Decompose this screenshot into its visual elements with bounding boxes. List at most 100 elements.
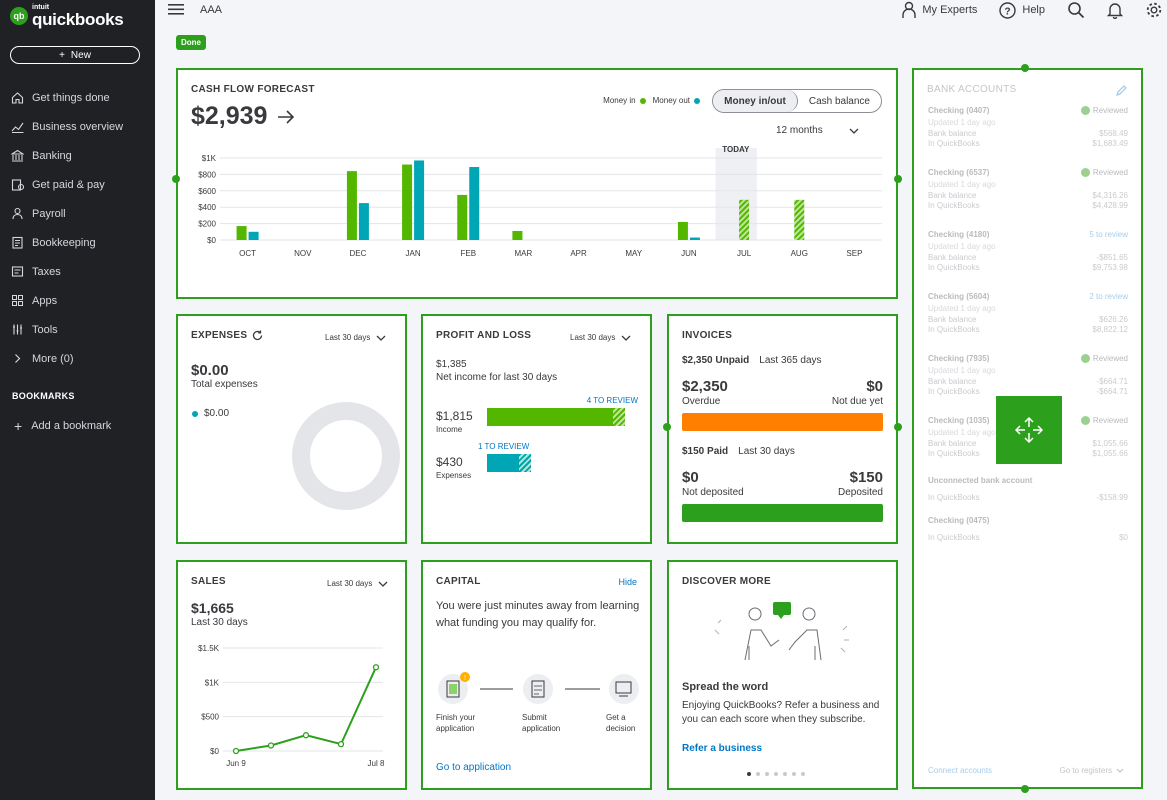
- bank-account-row[interactable]: Checking (0407) Reviewed Updated 1 day ago…: [928, 106, 1128, 148]
- account-status[interactable]: Reviewed: [1080, 168, 1128, 177]
- search-icon[interactable]: [1067, 1, 1085, 19]
- x-tick-label: MAR: [515, 249, 533, 258]
- sales-point[interactable]: [337, 740, 345, 748]
- sidebar-item-get-things-done[interactable]: Get things done: [0, 83, 155, 112]
- move-drag-handle[interactable]: [996, 396, 1062, 464]
- account-status[interactable]: Reviewed: [1080, 354, 1128, 363]
- hamburger-menu-icon[interactable]: [168, 2, 184, 16]
- account-status[interactable]: Reviewed: [1080, 416, 1128, 425]
- carousel-dot[interactable]: [756, 772, 760, 776]
- sales-point[interactable]: [232, 747, 240, 755]
- sales-period-dropdown[interactable]: Last 30 days: [327, 579, 388, 588]
- settings-gear-icon[interactable]: [1145, 1, 1163, 19]
- sidebar-item-label: Business overview: [32, 120, 124, 133]
- deposited-bar[interactable]: [682, 504, 883, 522]
- sidebar-item-payroll[interactable]: Payroll: [0, 199, 155, 228]
- carousel-dot[interactable]: [783, 772, 787, 776]
- quickbooks-logo[interactable]: qb intuit quickbooks: [10, 4, 124, 28]
- resize-handle-left[interactable]: [172, 175, 180, 183]
- sidebar-item-taxes[interactable]: Taxes: [0, 257, 155, 286]
- bank-account-row[interactable]: Checking (0475) In QuickBooks $0: [928, 516, 1128, 542]
- carousel-dot[interactable]: [774, 772, 778, 776]
- carousel-dot[interactable]: [765, 772, 769, 776]
- sidebar-item-label: Payroll: [32, 207, 66, 220]
- money-out-bar[interactable]: [248, 231, 259, 240]
- money-in-bar[interactable]: [402, 164, 413, 240]
- pnl-period-dropdown[interactable]: Last 30 days: [570, 333, 631, 342]
- cash-flow-forecast-card: CASH FLOW FORECAST $2,939 Money in Money…: [172, 68, 902, 299]
- expenses-review-link[interactable]: 1 TO REVIEW: [478, 442, 530, 451]
- money-in-out-toggle[interactable]: Money in/out: [713, 90, 798, 112]
- money-out-bar[interactable]: [414, 160, 425, 240]
- done-button[interactable]: Done: [176, 35, 206, 50]
- money-in-bar[interactable]: [794, 199, 805, 240]
- go-to-registers-dropdown[interactable]: Go to registers: [1060, 766, 1124, 775]
- sales-point[interactable]: [302, 732, 310, 739]
- new-button[interactable]: + New: [10, 46, 140, 64]
- edit-pencil-icon[interactable]: [1115, 85, 1127, 97]
- money-in-bar[interactable]: [346, 171, 357, 240]
- unconnected-account[interactable]: Unconnected bank account In QuickBooks -$…: [928, 476, 1128, 502]
- money-out-bar[interactable]: [689, 237, 700, 240]
- bank-account-row[interactable]: Checking (1035) Reviewed Updated 1 day ago…: [928, 416, 1128, 458]
- legend-dot: [192, 410, 198, 417]
- bank-account-row[interactable]: Checking (7935) Reviewed Updated 1 day ago…: [928, 354, 1128, 396]
- cash-balance-toggle[interactable]: Cash balance: [808, 95, 870, 107]
- help-button[interactable]: ? Help: [999, 1, 1045, 19]
- card-title: DISCOVER MORE: [682, 576, 771, 587]
- bank-balance-value: $568.49: [1099, 129, 1128, 138]
- sidebar-item-tools[interactable]: Tools: [0, 315, 155, 344]
- resize-handle-left[interactable]: [663, 423, 671, 431]
- expenses-period-dropdown[interactable]: Last 30 days: [325, 333, 386, 342]
- bank-account-row[interactable]: Checking (5604) 2 to review Updated 1 day …: [928, 292, 1128, 334]
- resize-handle-bottom[interactable]: [1021, 785, 1029, 793]
- sidebar-item-bookkeeping[interactable]: Bookkeeping: [0, 228, 155, 257]
- go-to-application-link[interactable]: Go to application: [436, 762, 512, 773]
- carousel-dot[interactable]: [801, 772, 805, 776]
- resize-handle-top[interactable]: [1021, 64, 1029, 72]
- account-status[interactable]: 5 to review: [1089, 230, 1128, 239]
- sidebar-item-business-overview[interactable]: Business overview: [0, 112, 155, 141]
- bank-account-row[interactable]: Checking (4180) 5 to review Updated 1 day …: [928, 230, 1128, 272]
- add-bookmark-link[interactable]: + Add a bookmark: [14, 418, 112, 434]
- income-review-link[interactable]: 4 TO REVIEW: [586, 396, 638, 405]
- account-name: Checking (6537): [928, 168, 990, 177]
- sidebar-item-apps[interactable]: Apps: [0, 286, 155, 315]
- carousel-dot-active[interactable]: [747, 772, 751, 776]
- money-out-bar[interactable]: [469, 167, 480, 240]
- income-bar[interactable]: [487, 408, 625, 426]
- arrow-right-icon[interactable]: [277, 109, 295, 124]
- hide-link[interactable]: Hide: [618, 577, 637, 587]
- resize-handle-right[interactable]: [894, 175, 902, 183]
- carousel-dots[interactable]: [747, 772, 805, 776]
- overdue-bar[interactable]: [682, 413, 883, 431]
- carousel-dot[interactable]: [792, 772, 796, 776]
- bank-account-row[interactable]: Checking (6537) Reviewed Updated 1 day ago…: [928, 168, 1128, 210]
- money-in-bar[interactable]: [677, 221, 688, 240]
- expenses-bar[interactable]: [487, 454, 531, 472]
- sidebar-item-more-0[interactable]: More (0): [0, 344, 155, 373]
- refresh-icon[interactable]: [252, 330, 263, 341]
- account-status[interactable]: Reviewed: [1080, 106, 1128, 115]
- sidebar-item-banking[interactable]: Banking: [0, 141, 155, 170]
- sidebar-item-get-paid-pay[interactable]: Get paid & pay: [0, 170, 155, 199]
- refer-business-link[interactable]: Refer a business: [682, 743, 763, 754]
- sales-point[interactable]: [372, 664, 380, 671]
- period-dropdown[interactable]: 12 months: [776, 125, 859, 136]
- pnl-expenses-label: Expenses: [436, 471, 472, 480]
- step-submit-application: Submit application: [522, 713, 561, 733]
- sales-point[interactable]: [267, 742, 275, 749]
- money-in-bar[interactable]: [739, 199, 750, 240]
- check-circle-icon: [1080, 354, 1090, 363]
- money-in-bar[interactable]: [236, 226, 247, 240]
- step-finish-application: Finish your application: [436, 713, 476, 733]
- account-status[interactable]: 2 to review: [1089, 292, 1128, 301]
- resize-handle-right[interactable]: [894, 423, 902, 431]
- money-out-bar[interactable]: [358, 203, 369, 240]
- connect-accounts-link[interactable]: Connect accounts: [928, 766, 993, 775]
- my-experts-button[interactable]: My Experts: [902, 1, 977, 19]
- notifications-bell-icon[interactable]: [1107, 1, 1123, 19]
- money-in-bar[interactable]: [512, 230, 523, 240]
- x-tick-label: OCT: [239, 249, 256, 258]
- money-in-bar[interactable]: [457, 194, 468, 240]
